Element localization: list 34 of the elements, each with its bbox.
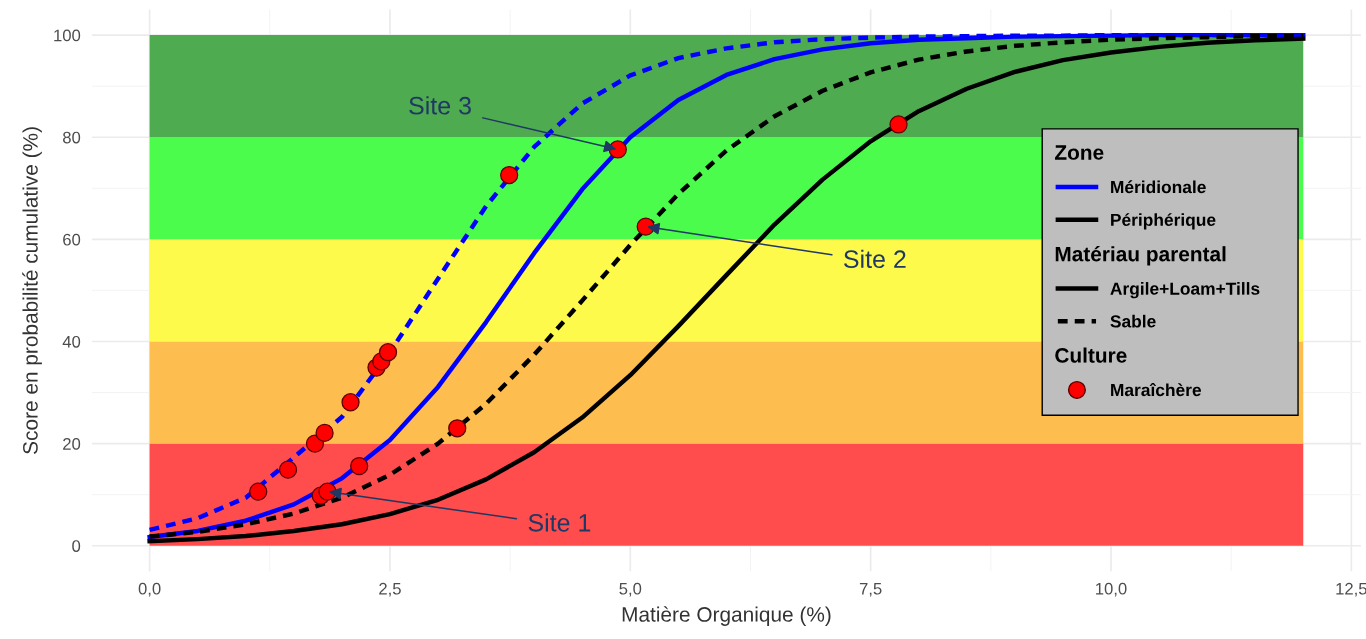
y-tick-label: 80 [63,131,81,144]
point [350,456,369,476]
point [500,165,519,185]
text: Culture [1055,347,1127,363]
x-axis-title: Matière Organique (%) [622,606,831,626]
x-tick-label: 0,0 [138,582,161,597]
point [315,423,334,443]
point [341,393,360,412]
legend-label: Sable [1110,314,1156,328]
x-tick-label: 7,5 [859,582,882,597]
text: Zone [1055,145,1104,160]
legend-label: Maraîchère [1111,383,1202,397]
point [278,460,298,479]
annotation: Site 3 [409,96,471,115]
y-tick-label: 60 [63,233,81,246]
y-tick-label: 0 [72,540,81,552]
annotation: Site 1 [528,513,591,532]
legend-label: Argile+Loam+Tills [1110,282,1260,299]
y-tick-label: 20 [63,438,81,450]
annotation: Site 2 [844,249,906,269]
point [889,115,908,134]
y-axis-title: Score en probabilité cumulative (%) [22,127,42,454]
point [249,482,268,501]
y-tick-label: 100 [54,29,81,42]
x-tick-label: 5,0 [619,582,642,597]
point [378,343,398,362]
x-tick-label: 2,5 [379,582,401,597]
x-tick-label: 10,0 [1096,582,1127,597]
y-tick-label: 40 [62,335,81,348]
x-tick-label: 12,5 [1336,582,1366,597]
text: Matériau parental [1055,245,1226,266]
legend-label: Méridionale [1111,180,1206,194]
legend-label: Périphérique [1111,213,1216,230]
point [448,419,467,438]
